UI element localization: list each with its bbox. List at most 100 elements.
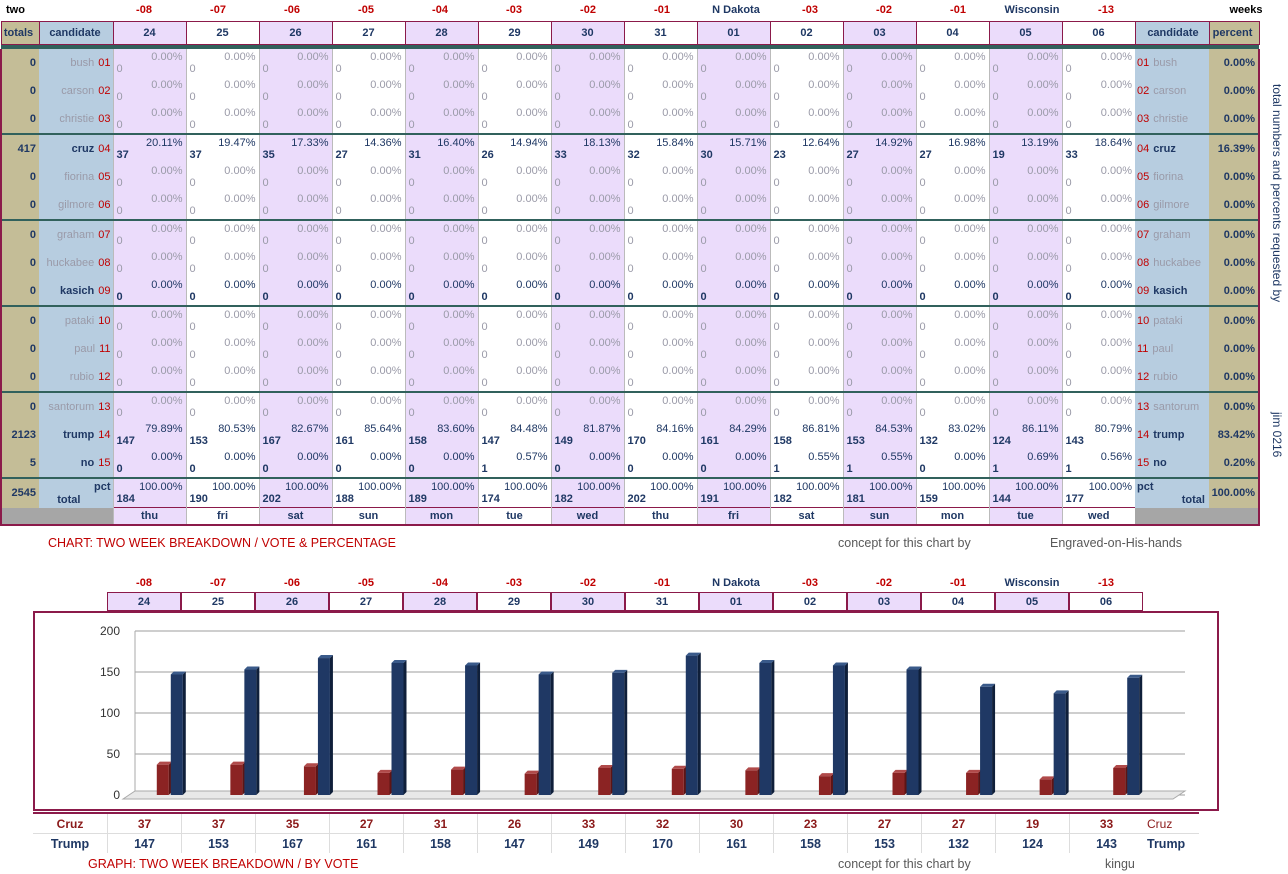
vote-percent: 0.00% [808, 309, 840, 321]
header-candidate-right: candidate [1134, 21, 1210, 45]
chart-date-header: 02 [773, 592, 847, 611]
vote-percent: 0.00% [954, 193, 986, 205]
vote-count: 0 [992, 321, 999, 333]
table-row: 0 carson 02 0 0.00% 0 0.00% 0 0.00% 0 0.00% 0 0.00% 0… [0, 77, 1260, 105]
vote-count: 0 [627, 321, 634, 333]
day-offset-label: -07 [210, 4, 226, 16]
vote-count: 0 [116, 91, 123, 103]
vote-count: 0 [992, 205, 999, 217]
vote-count: 0 [846, 349, 853, 361]
vote-count: 0 [773, 91, 780, 103]
series-value: 33 [551, 813, 626, 834]
vote-percent: 0.00% [881, 107, 913, 119]
vote-cell: 0 0.00% [331, 391, 405, 421]
candidate-number: 13 [1137, 401, 1150, 413]
vote-count: 0 [846, 119, 853, 131]
vote-percent: 0.00% [954, 337, 986, 349]
vote-cell: 0 0.00% [550, 249, 624, 277]
vote-cell: 0 0.00% [842, 391, 916, 421]
vote-count: 27 [335, 149, 348, 161]
top-left-word: two [6, 4, 25, 16]
vote-count: 0 [1065, 291, 1072, 303]
candidate-total: 0 [0, 249, 39, 277]
chart-date-header: 31 [625, 592, 699, 611]
vote-cell: 0 0.00% [477, 277, 551, 306]
candidate-name: bush [70, 57, 95, 69]
candidate-name-right: 07 graham [1135, 219, 1209, 249]
day-offset-label: -08 [136, 4, 152, 16]
vote-count: 0 [335, 119, 342, 131]
chart-floor [121, 790, 1187, 800]
vote-cell: 158 86.81% [769, 421, 843, 449]
chart-date-header: 30 [551, 592, 625, 611]
vote-cell: 0 0.00% [842, 49, 916, 77]
vote-percent: 0.00% [881, 395, 913, 407]
vote-cell: 0 0.00% [623, 449, 697, 478]
vote-cell: 0 0.00% [404, 49, 478, 77]
vote-cell: 0 0.00% [550, 219, 624, 249]
day-offset-label: -04 [432, 4, 448, 16]
vote-cell: 0 0.00% [258, 249, 332, 277]
vote-cell: 0 0.00% [696, 249, 770, 277]
candidate-name: trump [63, 429, 95, 441]
candidate-total: 417 [0, 133, 39, 163]
vote-cell: 0 0.00% [185, 191, 259, 220]
vote-count: 147 [116, 435, 135, 447]
vote-percent: 0.00% [808, 79, 840, 91]
vote-cell: 0 0.00% [696, 163, 770, 191]
vote-cell: 32 15.84% [623, 133, 697, 163]
vote-percent: 0.00% [1027, 79, 1059, 91]
vote-cell: 0 0.00% [1061, 335, 1135, 363]
vote-cell: 0 0.00% [988, 105, 1062, 134]
y-tick-label: 50 [107, 747, 121, 761]
table-row: 0 fiorina 05 0 0.00% 0 0.00% 0 0.00% 0 0.00% 0 0.00%… [0, 163, 1260, 191]
total-votes: 182 [554, 493, 573, 505]
weekday-label: tue [477, 507, 551, 526]
vote-cell: 0 0.00% [623, 105, 697, 134]
vote-count: 27 [919, 149, 932, 161]
vote-percent: 84.29% [729, 423, 767, 435]
vote-count: 0 [992, 377, 999, 389]
vote-percent: 0.57% [516, 451, 548, 463]
day-offset-label: -13 [1098, 4, 1114, 16]
vote-count: 0 [554, 463, 561, 475]
vote-percent: 18.64% [1094, 137, 1132, 149]
vote-percent: 0.00% [151, 223, 183, 235]
grand-total: 2545 [0, 477, 39, 508]
vote-cell: 0 0.00% [185, 363, 259, 392]
trump-bar [391, 659, 407, 795]
vote-percent: 0.00% [297, 165, 329, 177]
vote-cell: 0 0.00% [185, 335, 259, 363]
vote-percent: 14.36% [364, 137, 402, 149]
vote-percent: 15.84% [656, 137, 694, 149]
vote-cell: 0 0.00% [258, 105, 332, 134]
vote-cell: 0 0.00% [112, 305, 186, 335]
vote-cell: 0 0.00% [915, 449, 989, 478]
vote-cell: 26 14.94% [477, 133, 551, 163]
vote-count: 0 [992, 235, 999, 247]
vote-percent: 0.00% [516, 193, 548, 205]
vote-percent: 0.00% [297, 395, 329, 407]
series-value: 153 [847, 833, 922, 853]
vote-percent: 0.00% [1100, 337, 1132, 349]
vote-count: 0 [554, 407, 561, 419]
candidate-name-right: 04 cruz [1135, 133, 1209, 163]
vote-percent: 0.00% [808, 223, 840, 235]
vote-cell: 23 12.64% [769, 133, 843, 163]
vote-count: 0 [481, 91, 488, 103]
total-cell: 177 100.00% [1061, 477, 1135, 508]
candidate-name-left: santorum 13 [39, 391, 113, 421]
vote-percent: 13.19% [1021, 137, 1059, 149]
candidate-total: 0 [0, 191, 39, 220]
vote-cell: 0 0.00% [331, 77, 405, 105]
vote-percent: 0.00% [224, 365, 256, 377]
vote-percent: 0.00% [443, 51, 475, 63]
vote-percent: 0.00% [954, 251, 986, 263]
candidate-name-right: 09 kasich [1135, 277, 1209, 306]
candidate-name-right: 03 christie [1135, 105, 1209, 134]
vote-count: 0 [116, 235, 123, 247]
vote-count: 0 [773, 407, 780, 419]
vote-percent: 0.00% [662, 193, 694, 205]
table-row: 0 graham 07 0 0.00% 0 0.00% 0 0.00% 0 0.00% 0 0.00% 0… [0, 219, 1260, 249]
cruz-bar [1039, 776, 1055, 795]
